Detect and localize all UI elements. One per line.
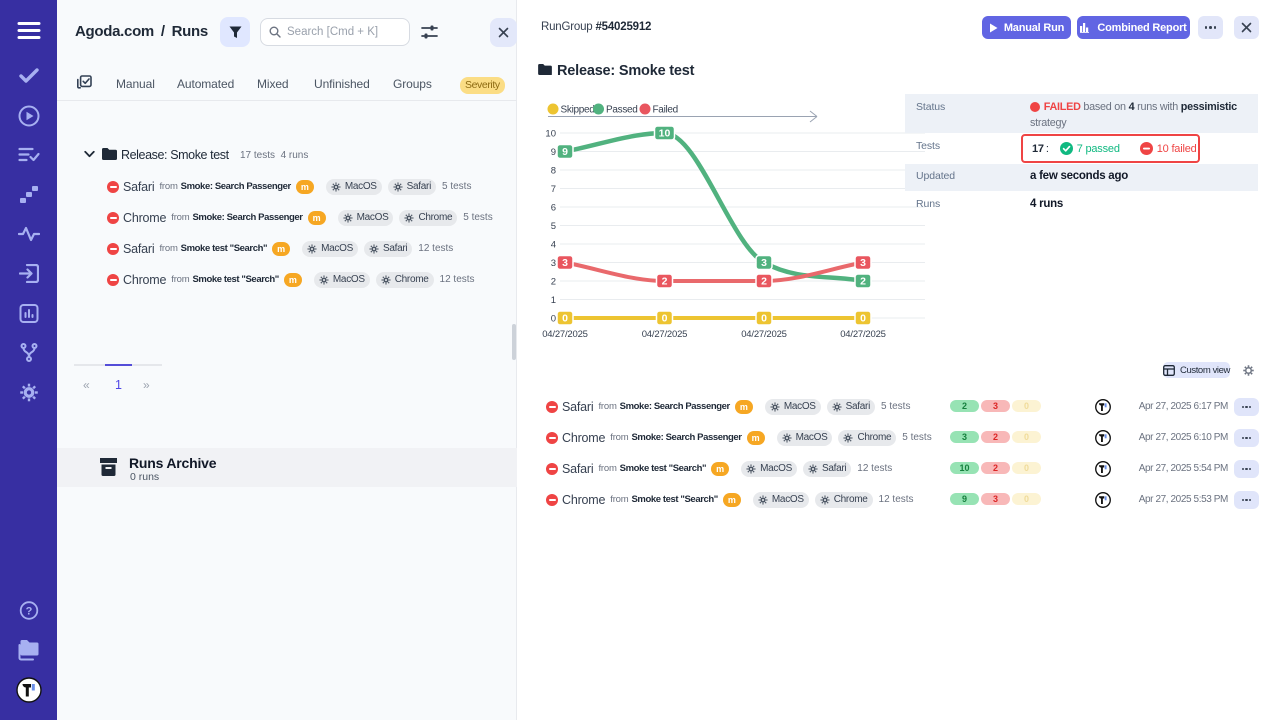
svg-text:Passed: Passed — [606, 105, 638, 116]
svg-text:6: 6 — [551, 203, 556, 214]
svg-text:3: 3 — [860, 257, 866, 269]
svg-text:1: 1 — [551, 295, 556, 306]
svg-text:4: 4 — [551, 240, 556, 251]
svg-text:04/27/2025: 04/27/2025 — [542, 329, 588, 340]
svg-text:0: 0 — [761, 313, 767, 325]
svg-text:2: 2 — [761, 276, 767, 288]
svg-text:10: 10 — [545, 129, 556, 140]
svg-text:04/27/2025: 04/27/2025 — [642, 329, 688, 340]
svg-text:0: 0 — [562, 313, 568, 325]
svg-text:Skipped: Skipped — [561, 105, 595, 116]
svg-text:3: 3 — [562, 257, 568, 269]
svg-text:Failed: Failed — [653, 105, 678, 116]
svg-text:9: 9 — [562, 146, 568, 158]
svg-text:7: 7 — [551, 184, 556, 195]
svg-text:?: ? — [25, 606, 32, 618]
svg-text:0: 0 — [860, 313, 866, 325]
svg-text:5: 5 — [551, 221, 556, 232]
svg-text:2: 2 — [662, 276, 668, 288]
svg-text:9: 9 — [551, 147, 556, 158]
svg-text:3: 3 — [551, 258, 556, 269]
svg-text:0: 0 — [551, 314, 556, 325]
svg-text:3: 3 — [761, 257, 767, 269]
svg-text:04/27/2025: 04/27/2025 — [840, 329, 886, 340]
svg-text:8: 8 — [551, 166, 556, 177]
svg-text:04/27/2025: 04/27/2025 — [741, 329, 787, 340]
svg-text:2: 2 — [860, 276, 866, 288]
svg-text:10: 10 — [659, 128, 671, 140]
svg-text:0: 0 — [662, 313, 668, 325]
svg-text:2: 2 — [551, 277, 556, 288]
